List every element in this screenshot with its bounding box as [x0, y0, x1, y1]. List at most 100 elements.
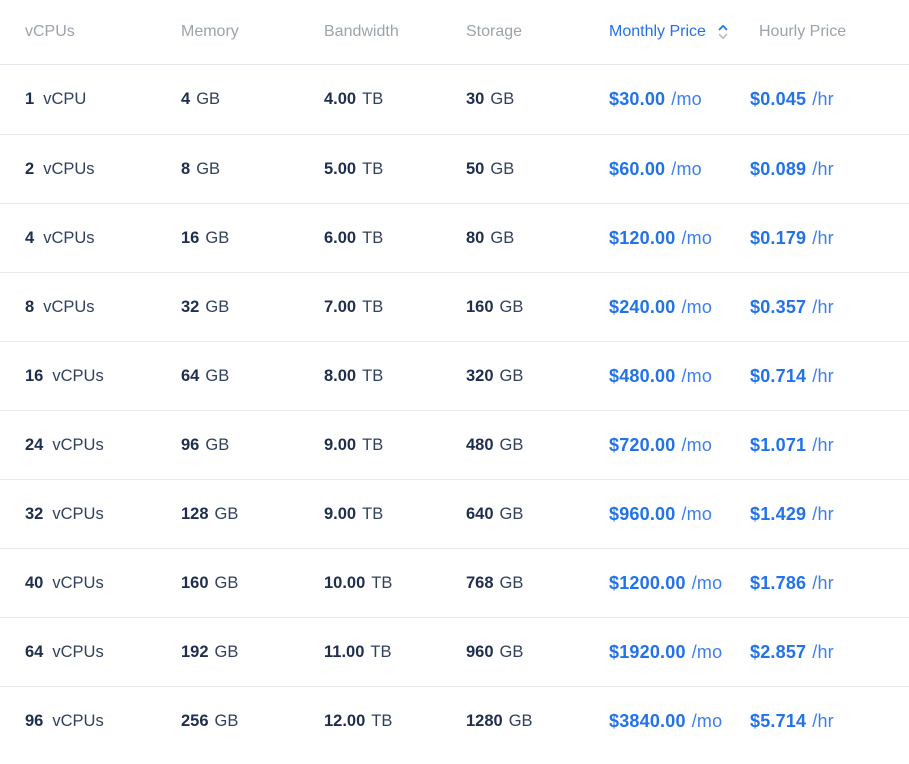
bandwidth-cell: 7.00 TB: [324, 298, 466, 317]
bandwidth-value: 11.00: [324, 642, 365, 661]
bandwidth-unit: TB: [362, 159, 384, 178]
hourly-price-value: $0.089: [750, 158, 807, 179]
hourly-price-unit: /hr: [812, 89, 834, 109]
vcpus-value: 32: [25, 504, 44, 523]
monthly-price-value: $60.00: [609, 158, 666, 179]
vcpus-cell: 96 vCPUs: [25, 712, 181, 731]
memory-value: 64: [181, 366, 200, 385]
storage-cell: 1280 GB: [466, 712, 609, 731]
monthly-price-cell: $1920.00/mo: [609, 642, 750, 663]
storage-value: 960: [466, 642, 494, 661]
vcpus-value: 16: [25, 366, 44, 385]
storage-cell: 320 GB: [466, 367, 609, 386]
memory-cell: 160 GB: [181, 574, 324, 593]
monthly-price-unit: /mo: [691, 710, 723, 731]
storage-value: 80: [466, 228, 485, 247]
monthly-price-cell: $60.00/mo: [609, 159, 750, 180]
monthly-price-unit: /mo: [691, 572, 723, 593]
vcpus-unit: vCPUs: [52, 573, 104, 592]
hourly-price-value: $0.357: [750, 296, 807, 317]
vcpus-cell: 16 vCPUs: [25, 367, 181, 386]
table-row: 16 vCPUs 64 GB 8.00 TB 320 GB $480.00/mo $0.…: [0, 341, 909, 410]
bandwidth-value: 5.00: [324, 159, 357, 178]
table-row: 40 vCPUs 160 GB 10.00 TB 768 GB $1200.00/mo …: [0, 548, 909, 617]
storage-unit: GB: [499, 573, 524, 592]
bandwidth-value: 7.00: [324, 297, 357, 316]
memory-unit: GB: [214, 711, 239, 730]
memory-value: 128: [181, 504, 209, 523]
bandwidth-cell: 9.00 TB: [324, 505, 466, 524]
storage-cell: 30 GB: [466, 90, 609, 109]
bandwidth-cell: 6.00 TB: [324, 229, 466, 248]
storage-value: 50: [466, 159, 485, 178]
memory-cell: 192 GB: [181, 643, 324, 662]
column-header-memory[interactable]: Memory: [181, 23, 239, 40]
vcpus-cell: 24 vCPUs: [25, 436, 181, 455]
monthly-price-cell: $480.00/mo: [609, 366, 750, 387]
vcpus-value: 40: [25, 573, 44, 592]
bandwidth-cell: 8.00 TB: [324, 367, 466, 386]
storage-unit: GB: [508, 711, 533, 730]
memory-unit: GB: [214, 573, 239, 592]
vcpus-value: 96: [25, 711, 44, 730]
column-header-monthly-price[interactable]: Monthly Price: [609, 22, 750, 42]
hourly-price-unit: /hr: [812, 710, 834, 731]
hourly-price-value: $5.714: [750, 710, 807, 731]
monthly-price-cell: $720.00/mo: [609, 435, 750, 456]
column-header-hourly-price[interactable]: Hourly Price: [759, 23, 847, 40]
memory-cell: 8 GB: [181, 160, 324, 179]
memory-cell: 256 GB: [181, 712, 324, 731]
hourly-price-value: $1.429: [750, 503, 807, 524]
bandwidth-cell: 4.00 TB: [324, 90, 466, 109]
monthly-price-unit: /mo: [681, 365, 713, 386]
storage-cell: 768 GB: [466, 574, 609, 593]
monthly-price-cell: $3840.00/mo: [609, 711, 750, 732]
hourly-price-cell: $1.429/hr: [750, 504, 909, 525]
hourly-price-cell: $2.857/hr: [750, 642, 909, 663]
vcpus-value: 8: [25, 297, 35, 316]
column-header-bandwidth[interactable]: Bandwidth: [324, 23, 399, 40]
storage-unit: GB: [499, 642, 524, 661]
vcpus-unit: vCPUs: [52, 504, 104, 523]
hourly-price-unit: /hr: [812, 365, 834, 386]
storage-cell: 160 GB: [466, 298, 609, 317]
table-row: 1 vCPU 4 GB 4.00 TB 30 GB $30.00/mo $0.045/h…: [0, 65, 909, 134]
vcpus-cell: 8 vCPUs: [25, 298, 181, 317]
hourly-price-unit: /hr: [812, 158, 834, 179]
bandwidth-unit: TB: [362, 504, 384, 523]
bandwidth-value: 6.00: [324, 228, 357, 247]
table-row: 4 vCPUs 16 GB 6.00 TB 80 GB $120.00/mo $0.17…: [0, 203, 909, 272]
storage-unit: GB: [499, 366, 524, 385]
chevron-up-down-sort-icon: [717, 22, 729, 42]
monthly-price-unit: /mo: [691, 641, 723, 662]
bandwidth-cell: 12.00 TB: [324, 712, 466, 731]
bandwidth-value: 12.00: [324, 711, 366, 730]
monthly-price-value: $720.00: [609, 434, 676, 455]
storage-cell: 960 GB: [466, 643, 609, 662]
storage-value: 30: [466, 90, 485, 108]
storage-value: 768: [466, 573, 494, 592]
memory-cell: 128 GB: [181, 505, 324, 524]
hourly-price-cell: $1.071/hr: [750, 435, 909, 456]
hourly-price-cell: $0.045/hr: [750, 89, 909, 110]
memory-value: 8: [181, 159, 191, 178]
memory-unit: GB: [205, 435, 230, 454]
memory-value: 16: [181, 228, 200, 247]
bandwidth-unit: TB: [371, 711, 393, 730]
memory-value: 32: [181, 297, 200, 316]
table-row: 2 vCPUs 8 GB 5.00 TB 50 GB $60.00/mo $0.089/…: [0, 134, 909, 203]
monthly-price-unit: /mo: [681, 434, 713, 455]
column-header-vcpus[interactable]: vCPUs: [25, 23, 75, 40]
bandwidth-unit: TB: [362, 228, 384, 247]
monthly-price-header-label: Monthly Price: [609, 23, 706, 40]
memory-value: 160: [181, 573, 209, 592]
hourly-price-unit: /hr: [812, 503, 834, 524]
monthly-price-unit: /mo: [671, 158, 702, 179]
column-header-storage[interactable]: Storage: [466, 23, 523, 40]
storage-unit: GB: [490, 159, 515, 178]
vcpus-unit: vCPUs: [43, 297, 95, 316]
vcpus-unit: vCPUs: [43, 159, 95, 178]
memory-unit: GB: [214, 642, 239, 661]
hourly-price-value: $0.714: [750, 365, 807, 386]
bandwidth-unit: TB: [362, 435, 384, 454]
